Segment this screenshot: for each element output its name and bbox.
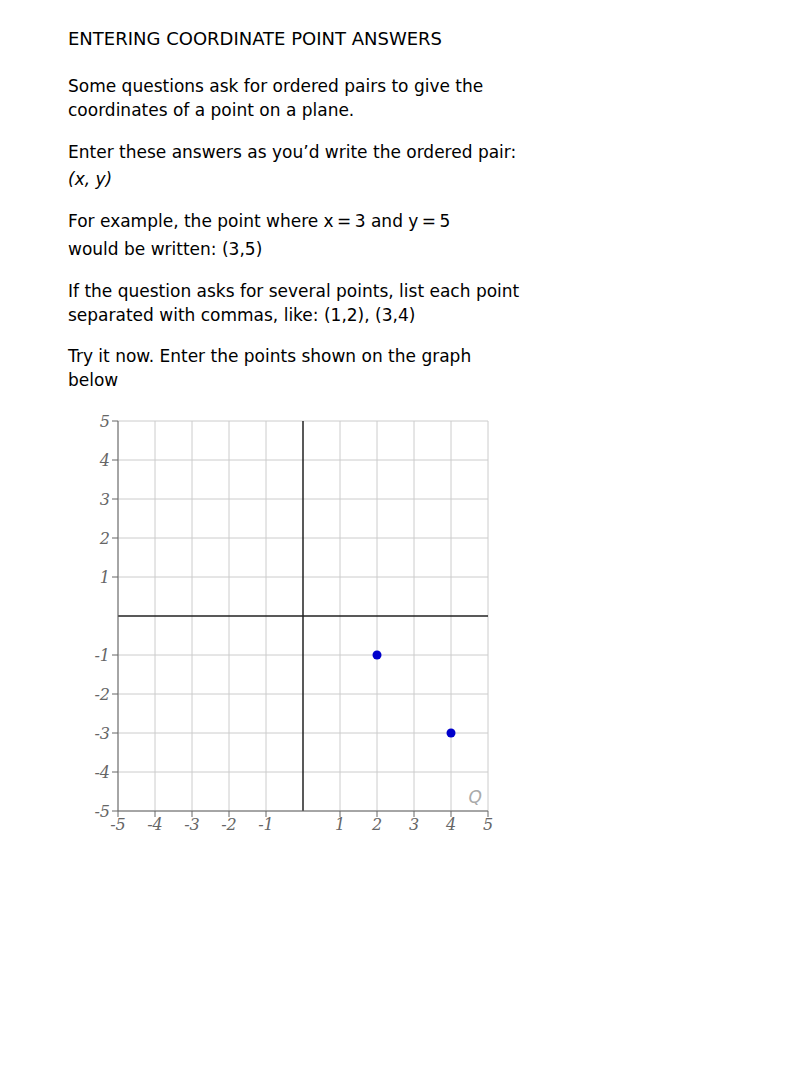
svg-text:2: 2 [99, 529, 110, 548]
svg-text:-4: -4 [94, 763, 110, 782]
html-text:(x, y): (x, y) [68, 169, 113, 190]
svg-text:3: 3 [100, 490, 110, 509]
svg-text:1: 1 [335, 815, 345, 834]
html-text:would be written: (3,5): would be written: (3,5) [68, 239, 263, 259]
svg-text:3: 3 [409, 815, 419, 834]
svg-text:-5: -5 [94, 802, 110, 821]
svg-text:-1: -1 [94, 646, 110, 665]
html-text:Try it now. Enter the points s: Try it now. Enter the points shown on th… [68, 346, 472, 391]
svg-text:1: 1 [100, 568, 110, 587]
svg-text:2: 2 [371, 815, 382, 834]
html-text:Q: Q [468, 787, 482, 807]
svg-text:5: 5 [483, 815, 493, 834]
svg-text:-1: -1 [258, 815, 274, 834]
html-text:Enter these answers as you’d w: Enter these answers as you’d write the o… [68, 141, 517, 162]
svg-text:4: 4 [445, 815, 456, 834]
svg-text:-3: -3 [184, 815, 200, 834]
svg-text:-3: -3 [94, 724, 110, 743]
svg-text:4: 4 [99, 451, 110, 470]
svg-text:-5: -5 [110, 815, 126, 834]
svg-text:5: 5 [100, 412, 110, 431]
html-text:For example, the point where x: For example, the point where x = 3 and y… [68, 211, 451, 232]
html-text:ENTERING COORDINATE POINT ANSW: ENTERING COORDINATE POINT ANSWERS [68, 28, 442, 49]
svg-text:-2: -2 [94, 685, 110, 704]
html-text:Some questions ask for ordered: Some questions ask for ordered pairs to … [68, 76, 484, 120]
svg-text:-2: -2 [221, 815, 237, 834]
svg-text:-4: -4 [147, 815, 163, 834]
html-text:If the question asks for sever: If the question asks for several points,… [68, 280, 520, 325]
